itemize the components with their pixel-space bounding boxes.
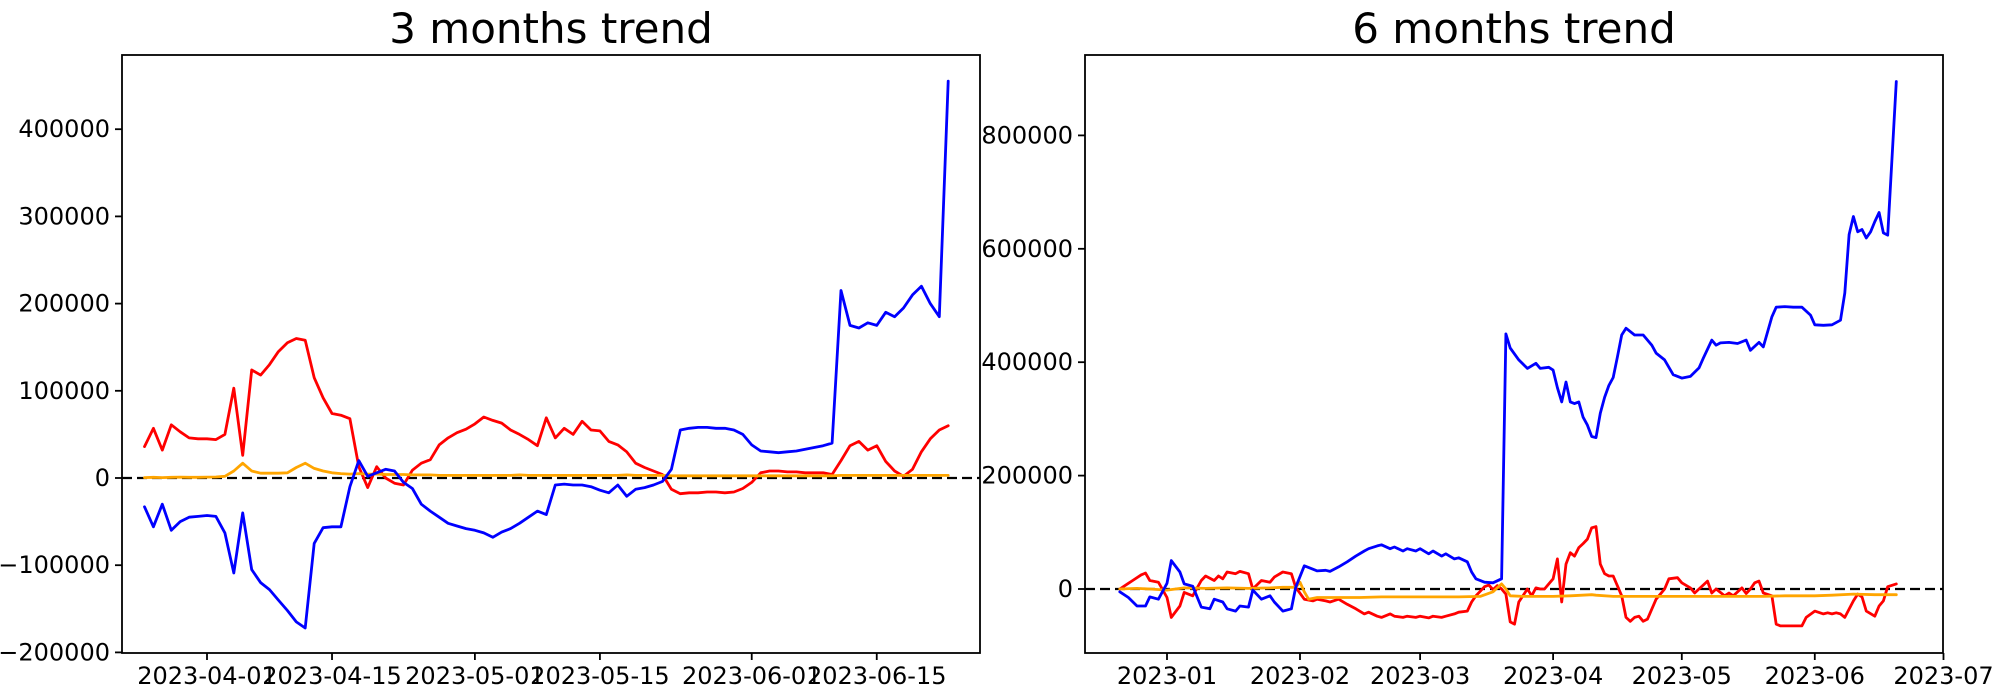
trend-6m-x-axis: 2023-01 2023-02 2023-03 2023-04 2023-05 2023-… — [1117, 653, 1994, 690]
x-tick-label: 2023-03 — [1370, 662, 1470, 690]
y-tick-label: 600000 — [981, 235, 1073, 263]
trend-3m-y-axis: −200000 −100000 0 100000 200000 300000 400000 — [0, 115, 122, 666]
y-tick-label: −100000 — [0, 551, 110, 579]
x-tick-label: 2023-05-15 — [530, 662, 669, 690]
x-tick-label: 2023-04-15 — [262, 662, 401, 690]
x-tick-label: 2023-06-01 — [682, 662, 821, 690]
trend-3m-series-red — [143, 337, 950, 496]
trend-3m-series-blue — [143, 79, 950, 630]
x-tick-label: 2023-05 — [1632, 662, 1732, 690]
y-tick-label: 200000 — [981, 462, 1073, 490]
y-tick-label: 100000 — [18, 377, 110, 405]
trend-3m-spines — [121, 54, 981, 654]
left-chart-title: 3 months trend — [389, 4, 713, 53]
trend-6m-series-orange — [1118, 580, 1898, 601]
y-tick-label: −200000 — [0, 638, 110, 666]
x-tick-label: 2023-05-01 — [405, 662, 544, 690]
x-tick-label: 2023-06 — [1765, 662, 1865, 690]
trend-6m-series-blue — [1118, 80, 1898, 613]
x-tick-label: 2023-01 — [1117, 662, 1217, 690]
y-tick-label: 400000 — [18, 115, 110, 143]
x-tick-label: 2023-07 — [1893, 662, 1993, 690]
trend-6m-spines — [1084, 54, 1944, 654]
x-tick-label: 2023-02 — [1250, 662, 1350, 690]
x-tick-label: 2023-04 — [1503, 662, 1603, 690]
right-chart-title: 6 months trend — [1352, 4, 1676, 53]
trend-6m-y-axis: 0 200000 400000 600000 800000 — [981, 121, 1085, 603]
x-tick-label: 2023-04-01 — [137, 662, 276, 690]
y-tick-label: 800000 — [981, 121, 1073, 149]
y-tick-label: 0 — [95, 464, 110, 492]
trend-3m-series-orange — [143, 461, 950, 480]
y-tick-label: 200000 — [18, 290, 110, 318]
x-tick-label: 2023-06-15 — [807, 662, 946, 690]
trend-3m-chart: −200000 −100000 0 100000 200000 300000 400000 2… — [0, 54, 981, 690]
y-tick-label: 400000 — [981, 348, 1073, 376]
y-tick-label: 300000 — [18, 202, 110, 230]
y-tick-label: 0 — [1058, 575, 1073, 603]
